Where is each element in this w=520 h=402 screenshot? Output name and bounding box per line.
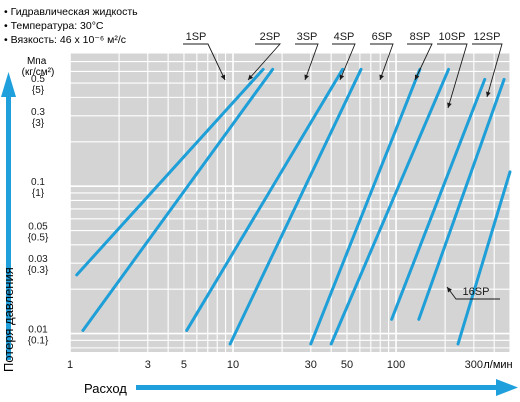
y-axis-arrow	[1, 72, 16, 360]
leader-2sp	[247, 43, 282, 81]
x-tick-label: 30	[305, 359, 317, 371]
y-unit-kgcm2: (кг/см²)	[22, 67, 55, 78]
series-line-8sp	[329, 67, 451, 346]
series-line-2sp	[81, 67, 275, 332]
y-tick-label: 0.5	[31, 74, 45, 85]
series-label-1sp: 1SP	[186, 31, 207, 43]
y-unit-label: Мпа (кг/см²)	[22, 56, 55, 78]
leader-4sp	[332, 43, 356, 81]
vertical-gridlines	[69, 53, 511, 352]
series-line-4sp	[228, 67, 363, 346]
leader-arrowhead	[339, 74, 345, 80]
series-line-3sp	[185, 67, 345, 332]
series-label-4sp: 4SP	[334, 31, 355, 43]
series-line-10sp	[390, 77, 487, 321]
x-tick-label: 3	[145, 359, 151, 371]
condition-fluid: • Гидравлическая жидкость	[4, 6, 138, 18]
y-tick-sublabel: {0.1}	[28, 336, 49, 347]
series-label-8sp: 8SP	[410, 31, 431, 43]
series-label-16sp: 16SP	[463, 286, 490, 298]
x-unit-label: л/мин	[483, 359, 512, 371]
series-label-10sp: 10SP	[439, 31, 466, 43]
leader-arrowhead	[304, 74, 309, 80]
leader-arrowhead	[379, 74, 384, 80]
condition-viscosity: • Вязкость: 46 x 10⁻⁶ м²/с	[4, 34, 126, 46]
y-tick-sublabel: {1}	[32, 188, 45, 199]
series-line-16sp	[456, 170, 512, 346]
y-tick-sublabel: {0.3}	[28, 265, 49, 276]
series-label-6sp: 6SP	[372, 31, 393, 43]
leader-arrowhead	[248, 74, 254, 80]
condition-temperature: • Температура: 30°C	[4, 20, 104, 32]
series-label-3sp: 3SP	[297, 31, 318, 43]
y-axis-title: Потеря давления	[1, 267, 16, 372]
series-lines	[75, 67, 512, 346]
y-tick-label: 0.05	[28, 222, 48, 233]
leader-10sp	[437, 43, 468, 109]
series-line-6sp	[309, 67, 422, 346]
y-tick-label: 0.01	[28, 325, 48, 336]
series-label-12sp: 12SP	[474, 31, 501, 43]
x-axis-title: Расход	[84, 381, 127, 396]
y-tick-sublabel: {3}	[32, 118, 45, 129]
x-tick-label: 5	[181, 359, 187, 371]
series-label-2sp: 2SP	[260, 31, 281, 43]
x-tick-label: 100	[387, 359, 405, 371]
y-tick-sublabel: {0.5}	[28, 233, 49, 244]
series-line-12sp	[417, 77, 506, 321]
x-tick-labels: 1 3 5 10 30 50 100 300	[67, 359, 483, 371]
y-tick-label: 0.1	[31, 177, 45, 188]
leader-3sp	[295, 43, 319, 81]
leader-1sp	[183, 43, 226, 81]
y-tick-labels: 0.5{5} 0.3{3} 0.1{1} 0.05{0.5} 0.03{0.3} 0.01…	[28, 74, 49, 346]
y-tick-label: 0.03	[28, 254, 48, 265]
x-tick-label: 10	[227, 359, 239, 371]
leader-6sp	[370, 43, 394, 81]
x-tick-label: 50	[341, 359, 353, 371]
series-labels: 1SP 2SP 3SP 4SP 6SP 8SP 10SP 12SP 16SP	[186, 31, 501, 298]
series-label-leaders	[183, 43, 503, 300]
leader-arrowhead	[220, 74, 226, 80]
x-tick-label: 1	[67, 359, 73, 371]
y-tick-label: 0.3	[31, 107, 45, 118]
series-line-1sp	[75, 67, 265, 277]
y-tick-sublabel: {5}	[32, 85, 45, 96]
y-unit-mpa: Мпа	[27, 56, 47, 67]
leader-arrowhead	[447, 287, 452, 293]
leader-arrowhead	[414, 74, 420, 80]
leader-12sp	[472, 43, 503, 98]
x-tick-label: 300	[465, 359, 483, 371]
leader-arrowhead	[447, 102, 452, 108]
leader-8sp	[407, 43, 433, 81]
x-axis-arrow	[136, 379, 518, 396]
leader-arrowhead	[486, 91, 491, 97]
